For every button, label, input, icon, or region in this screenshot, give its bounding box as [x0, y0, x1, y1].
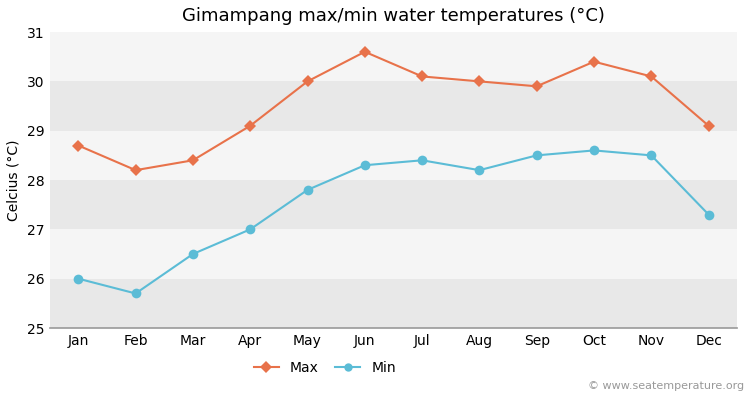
Max — [188, 158, 197, 163]
Bar — [50, 131, 737, 180]
Line: Min: Min — [74, 146, 713, 298]
Bar — [50, 229, 737, 279]
Max — [246, 123, 255, 128]
Max — [74, 143, 82, 148]
Min — [246, 227, 255, 232]
Max — [418, 74, 427, 79]
Min — [360, 163, 369, 168]
Title: Gimampang max/min water temperatures (°C): Gimampang max/min water temperatures (°C… — [182, 7, 605, 25]
Line: Max: Max — [74, 48, 712, 174]
Max — [360, 49, 369, 54]
Min — [475, 168, 484, 172]
Max — [475, 79, 484, 84]
Y-axis label: Celcius (°C): Celcius (°C) — [7, 139, 21, 221]
Min — [704, 212, 713, 217]
Legend: Max, Min: Max, Min — [248, 355, 401, 380]
Text: © www.seatemperature.org: © www.seatemperature.org — [588, 381, 744, 391]
Min — [303, 188, 312, 192]
Min — [646, 153, 656, 158]
Bar — [50, 279, 737, 328]
Min — [590, 148, 598, 153]
Bar — [50, 180, 737, 229]
Max — [646, 74, 656, 79]
Max — [131, 168, 140, 172]
Max — [704, 123, 713, 128]
Bar — [50, 32, 737, 81]
Min — [418, 158, 427, 163]
Min — [131, 291, 140, 296]
Max — [303, 79, 312, 84]
Min — [74, 276, 82, 281]
Max — [532, 84, 542, 89]
Min — [532, 153, 542, 158]
Bar — [50, 81, 737, 131]
Min — [188, 252, 197, 256]
Max — [590, 59, 598, 64]
